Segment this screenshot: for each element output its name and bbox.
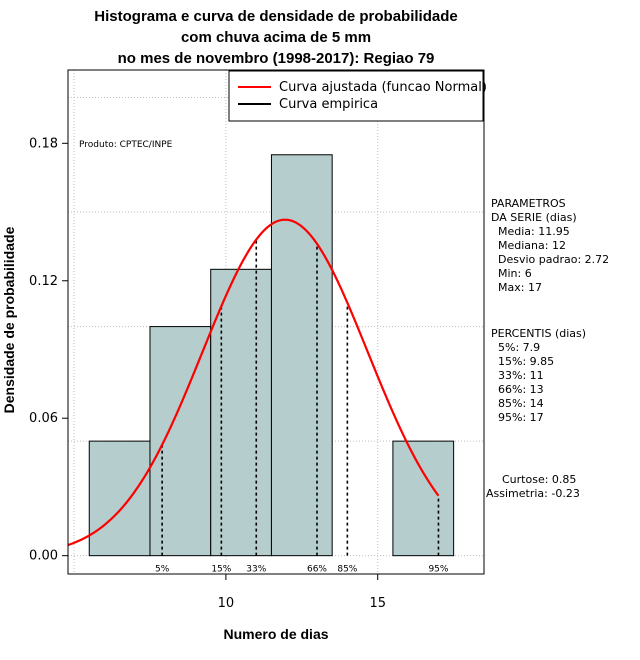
percentil-33: 33%: 11 bbox=[498, 369, 544, 382]
histogram-bar-1 bbox=[149, 326, 212, 557]
axes: 0.00 0.06 0.12 0.18 10 15 bbox=[29, 136, 386, 611]
fit-curve-layer bbox=[67, 218, 440, 547]
y-tick-label-3: 0.18 bbox=[29, 136, 58, 151]
percentis-heading: PERCENTIS (dias) bbox=[491, 327, 586, 340]
series-percentiles: PERCENTIS (dias) 5%: 7.9 15%: 9.85 33%: … bbox=[491, 327, 586, 424]
y-axis-title: Densidade de probabilidade bbox=[1, 226, 17, 413]
histogram-bar-5 bbox=[392, 440, 455, 557]
legend: Curva ajustada (funcao Normal) Curva emp… bbox=[228, 70, 487, 122]
assimetria-text: Assimetria: -0.23 bbox=[486, 487, 580, 500]
percentile-label-2: 33% bbox=[246, 565, 266, 575]
histogram-bars bbox=[88, 154, 455, 557]
percentile-label-5: 95% bbox=[428, 565, 448, 575]
histogram-bar-0 bbox=[88, 440, 151, 557]
chart-title-line-2: com chuva acima de 5 mm bbox=[181, 29, 371, 46]
histogram-bar-2 bbox=[210, 268, 272, 557]
percentile-markers: 5% 15% 33% 66% 85% 95% bbox=[155, 239, 449, 575]
param-max: Max: 17 bbox=[498, 281, 542, 294]
param-media: Media: 11.95 bbox=[498, 225, 570, 238]
plot-frame bbox=[67, 69, 485, 575]
percentile-label-0: 5% bbox=[155, 565, 170, 575]
legend-box bbox=[228, 70, 484, 122]
credit-text: Produto: CPTEC/INPE bbox=[79, 140, 173, 150]
curtose-text: Curtose: 0.85 bbox=[502, 473, 576, 486]
percentil-95: 95%: 17 bbox=[498, 411, 544, 424]
x-tick-label-1: 15 bbox=[369, 596, 386, 611]
y-tick-label-0: 0.00 bbox=[29, 549, 58, 564]
y-tick-label-1: 0.06 bbox=[29, 411, 58, 426]
histogram-bar-3 bbox=[270, 154, 333, 557]
param-mediana: Mediana: 12 bbox=[498, 239, 566, 252]
param-min: Min: 6 bbox=[498, 267, 532, 280]
percentil-66: 66%: 13 bbox=[498, 383, 544, 396]
param-desvio: Desvio padrao: 2.72 bbox=[498, 253, 609, 266]
percentile-label-4: 85% bbox=[337, 565, 357, 575]
percentile-label-3: 66% bbox=[307, 565, 327, 575]
series-parameters: PARAMETROS DA SERIE (dias) Media: 11.95 … bbox=[491, 197, 609, 294]
parametros-heading: PARAMETROS bbox=[491, 197, 566, 210]
normal-fit-curve bbox=[67, 218, 440, 547]
legend-label-empirical: Curva empirica bbox=[279, 97, 378, 112]
x-axis-title: Numero de dias bbox=[223, 626, 328, 642]
percentil-15: 15%: 9.85 bbox=[498, 355, 554, 368]
y-tick-label-2: 0.12 bbox=[29, 274, 58, 289]
legend-label-fit: Curva ajustada (funcao Normal) bbox=[279, 80, 487, 95]
parametros-subheading: DA SERIE (dias) bbox=[491, 211, 577, 224]
series-shape: Curtose: 0.85 Assimetria: -0.23 bbox=[486, 473, 580, 500]
percentil-85: 85%: 14 bbox=[498, 397, 544, 410]
percentil-5: 5%: 7.9 bbox=[498, 341, 540, 354]
x-tick-label-0: 10 bbox=[218, 596, 235, 611]
percentile-label-1: 15% bbox=[211, 565, 231, 575]
chart-title-line-3: no mes de novembro (1998-2017): Regiao 7… bbox=[118, 50, 435, 67]
chart-title-line-1: Histograma e curva de densidade de proba… bbox=[94, 8, 457, 25]
